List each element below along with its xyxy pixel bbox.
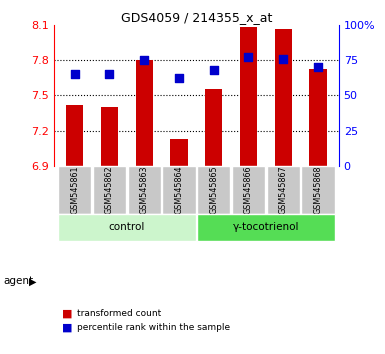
- Point: [176, 75, 182, 81]
- Bar: [197, 214, 335, 241]
- Bar: [101, 107, 118, 166]
- Text: GSM545867: GSM545867: [279, 166, 288, 215]
- Point: [280, 56, 286, 62]
- Text: ▶: ▶: [29, 276, 36, 286]
- Bar: [205, 90, 223, 166]
- Text: GSM545862: GSM545862: [105, 166, 114, 215]
- Text: ■: ■: [62, 308, 72, 318]
- Text: GSM545865: GSM545865: [209, 166, 218, 215]
- Text: transformed count: transformed count: [77, 309, 161, 318]
- Bar: [136, 60, 153, 166]
- Text: percentile rank within the sample: percentile rank within the sample: [77, 323, 230, 332]
- Text: agent: agent: [4, 276, 34, 286]
- Bar: [170, 139, 187, 166]
- Title: GDS4059 / 214355_x_at: GDS4059 / 214355_x_at: [121, 11, 272, 24]
- Text: GSM545868: GSM545868: [313, 166, 323, 214]
- Text: GSM545863: GSM545863: [140, 166, 149, 214]
- Bar: [93, 166, 126, 214]
- Point: [211, 67, 217, 73]
- Text: control: control: [109, 223, 145, 233]
- Bar: [162, 166, 196, 214]
- Bar: [197, 166, 230, 214]
- Text: γ-tocotrienol: γ-tocotrienol: [233, 223, 299, 233]
- Bar: [240, 27, 257, 166]
- Bar: [127, 166, 161, 214]
- Point: [106, 71, 112, 77]
- Point: [141, 57, 147, 63]
- Bar: [58, 214, 196, 241]
- Bar: [275, 29, 292, 166]
- Text: GSM545866: GSM545866: [244, 166, 253, 214]
- Bar: [309, 69, 326, 166]
- Text: GSM545861: GSM545861: [70, 166, 79, 214]
- Point: [315, 64, 321, 70]
- Bar: [266, 166, 300, 214]
- Bar: [301, 166, 335, 214]
- Bar: [66, 105, 84, 166]
- Point: [245, 55, 251, 60]
- Text: GSM545864: GSM545864: [174, 166, 184, 214]
- Text: ■: ■: [62, 322, 72, 332]
- Bar: [58, 166, 91, 214]
- Bar: [232, 166, 265, 214]
- Point: [72, 71, 78, 77]
